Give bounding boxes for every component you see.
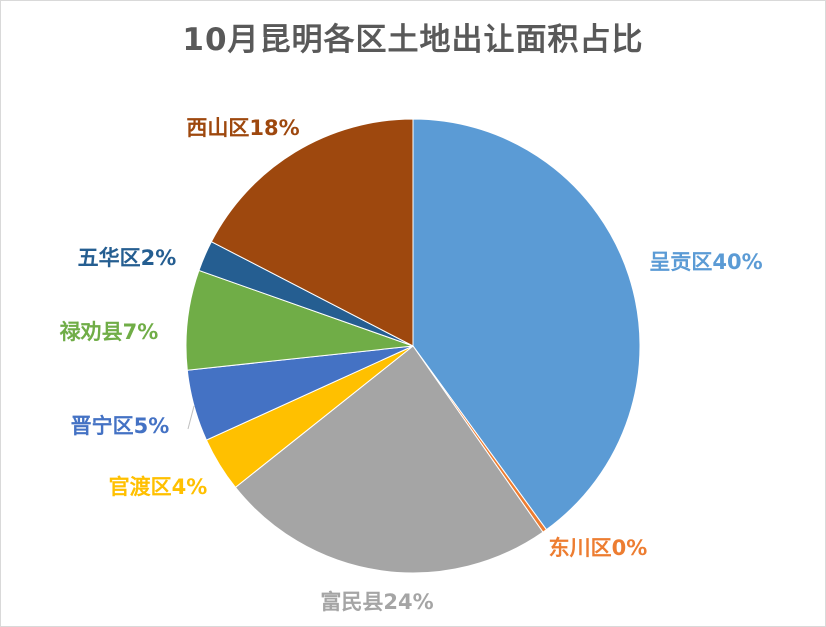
leader-line-5 (187, 405, 195, 430)
pie-slice-3 (234, 345, 544, 574)
slice-label-7: 五华区2% (78, 246, 177, 270)
slice-label-6: 禄劝县7% (60, 320, 159, 344)
pie-slice-1 (412, 118, 641, 531)
slice-labels: 呈贡区40% 东川区0% 富民县24% 官渡区4% 晋宁区5% 禄劝县7% 五华区2% 西山区… (60, 116, 763, 614)
leader-lines (187, 405, 195, 430)
pie-slices (185, 118, 641, 574)
slice-label-4: 官渡区4% (109, 475, 208, 499)
pie-slice-8 (210, 118, 414, 347)
slice-label-8: 西山区18% (186, 116, 299, 140)
slice-label-5: 晋宁区5% (71, 414, 170, 438)
slice-label-1: 呈贡区40% (649, 250, 762, 274)
slice-label-3: 富民县24% (320, 590, 433, 614)
chart-title: 10月昆明各区土地出让面积占比 (182, 22, 644, 58)
pie-slice-6 (185, 269, 414, 371)
slice-label-2: 东川区0% (549, 536, 648, 560)
